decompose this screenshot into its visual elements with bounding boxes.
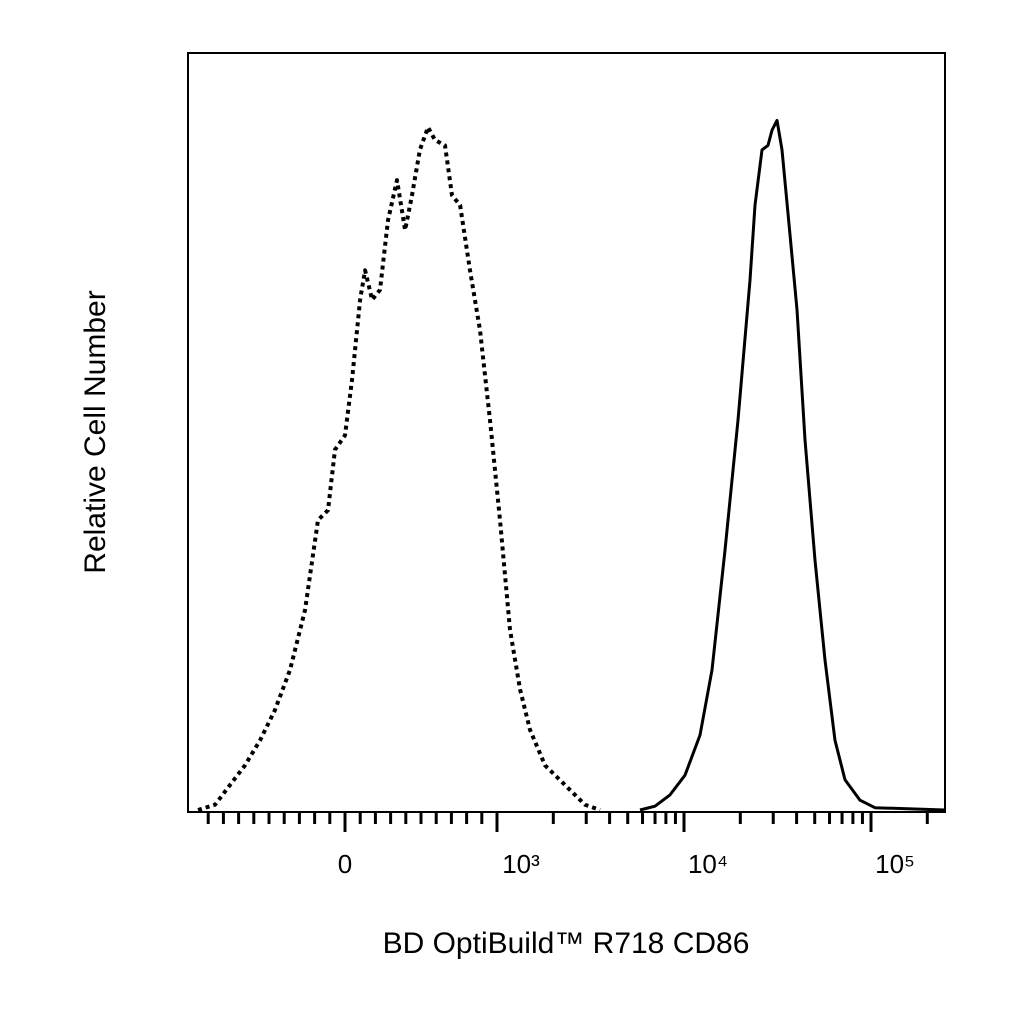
histogram-line bbox=[197, 125, 601, 812]
histogram-line bbox=[639, 118, 946, 812]
x-tick-label: 0 bbox=[338, 849, 352, 879]
x-tick-label: 10⁴ bbox=[688, 849, 728, 879]
x-axis-label: BD OptiBuild™ R718 CD86 bbox=[383, 927, 750, 960]
y-axis-label: Relative Cell Number bbox=[79, 290, 112, 573]
plot-frame bbox=[187, 52, 946, 813]
x-tick-label: 10⁵ bbox=[875, 849, 915, 879]
x-tick-label: 10³ bbox=[502, 849, 540, 879]
